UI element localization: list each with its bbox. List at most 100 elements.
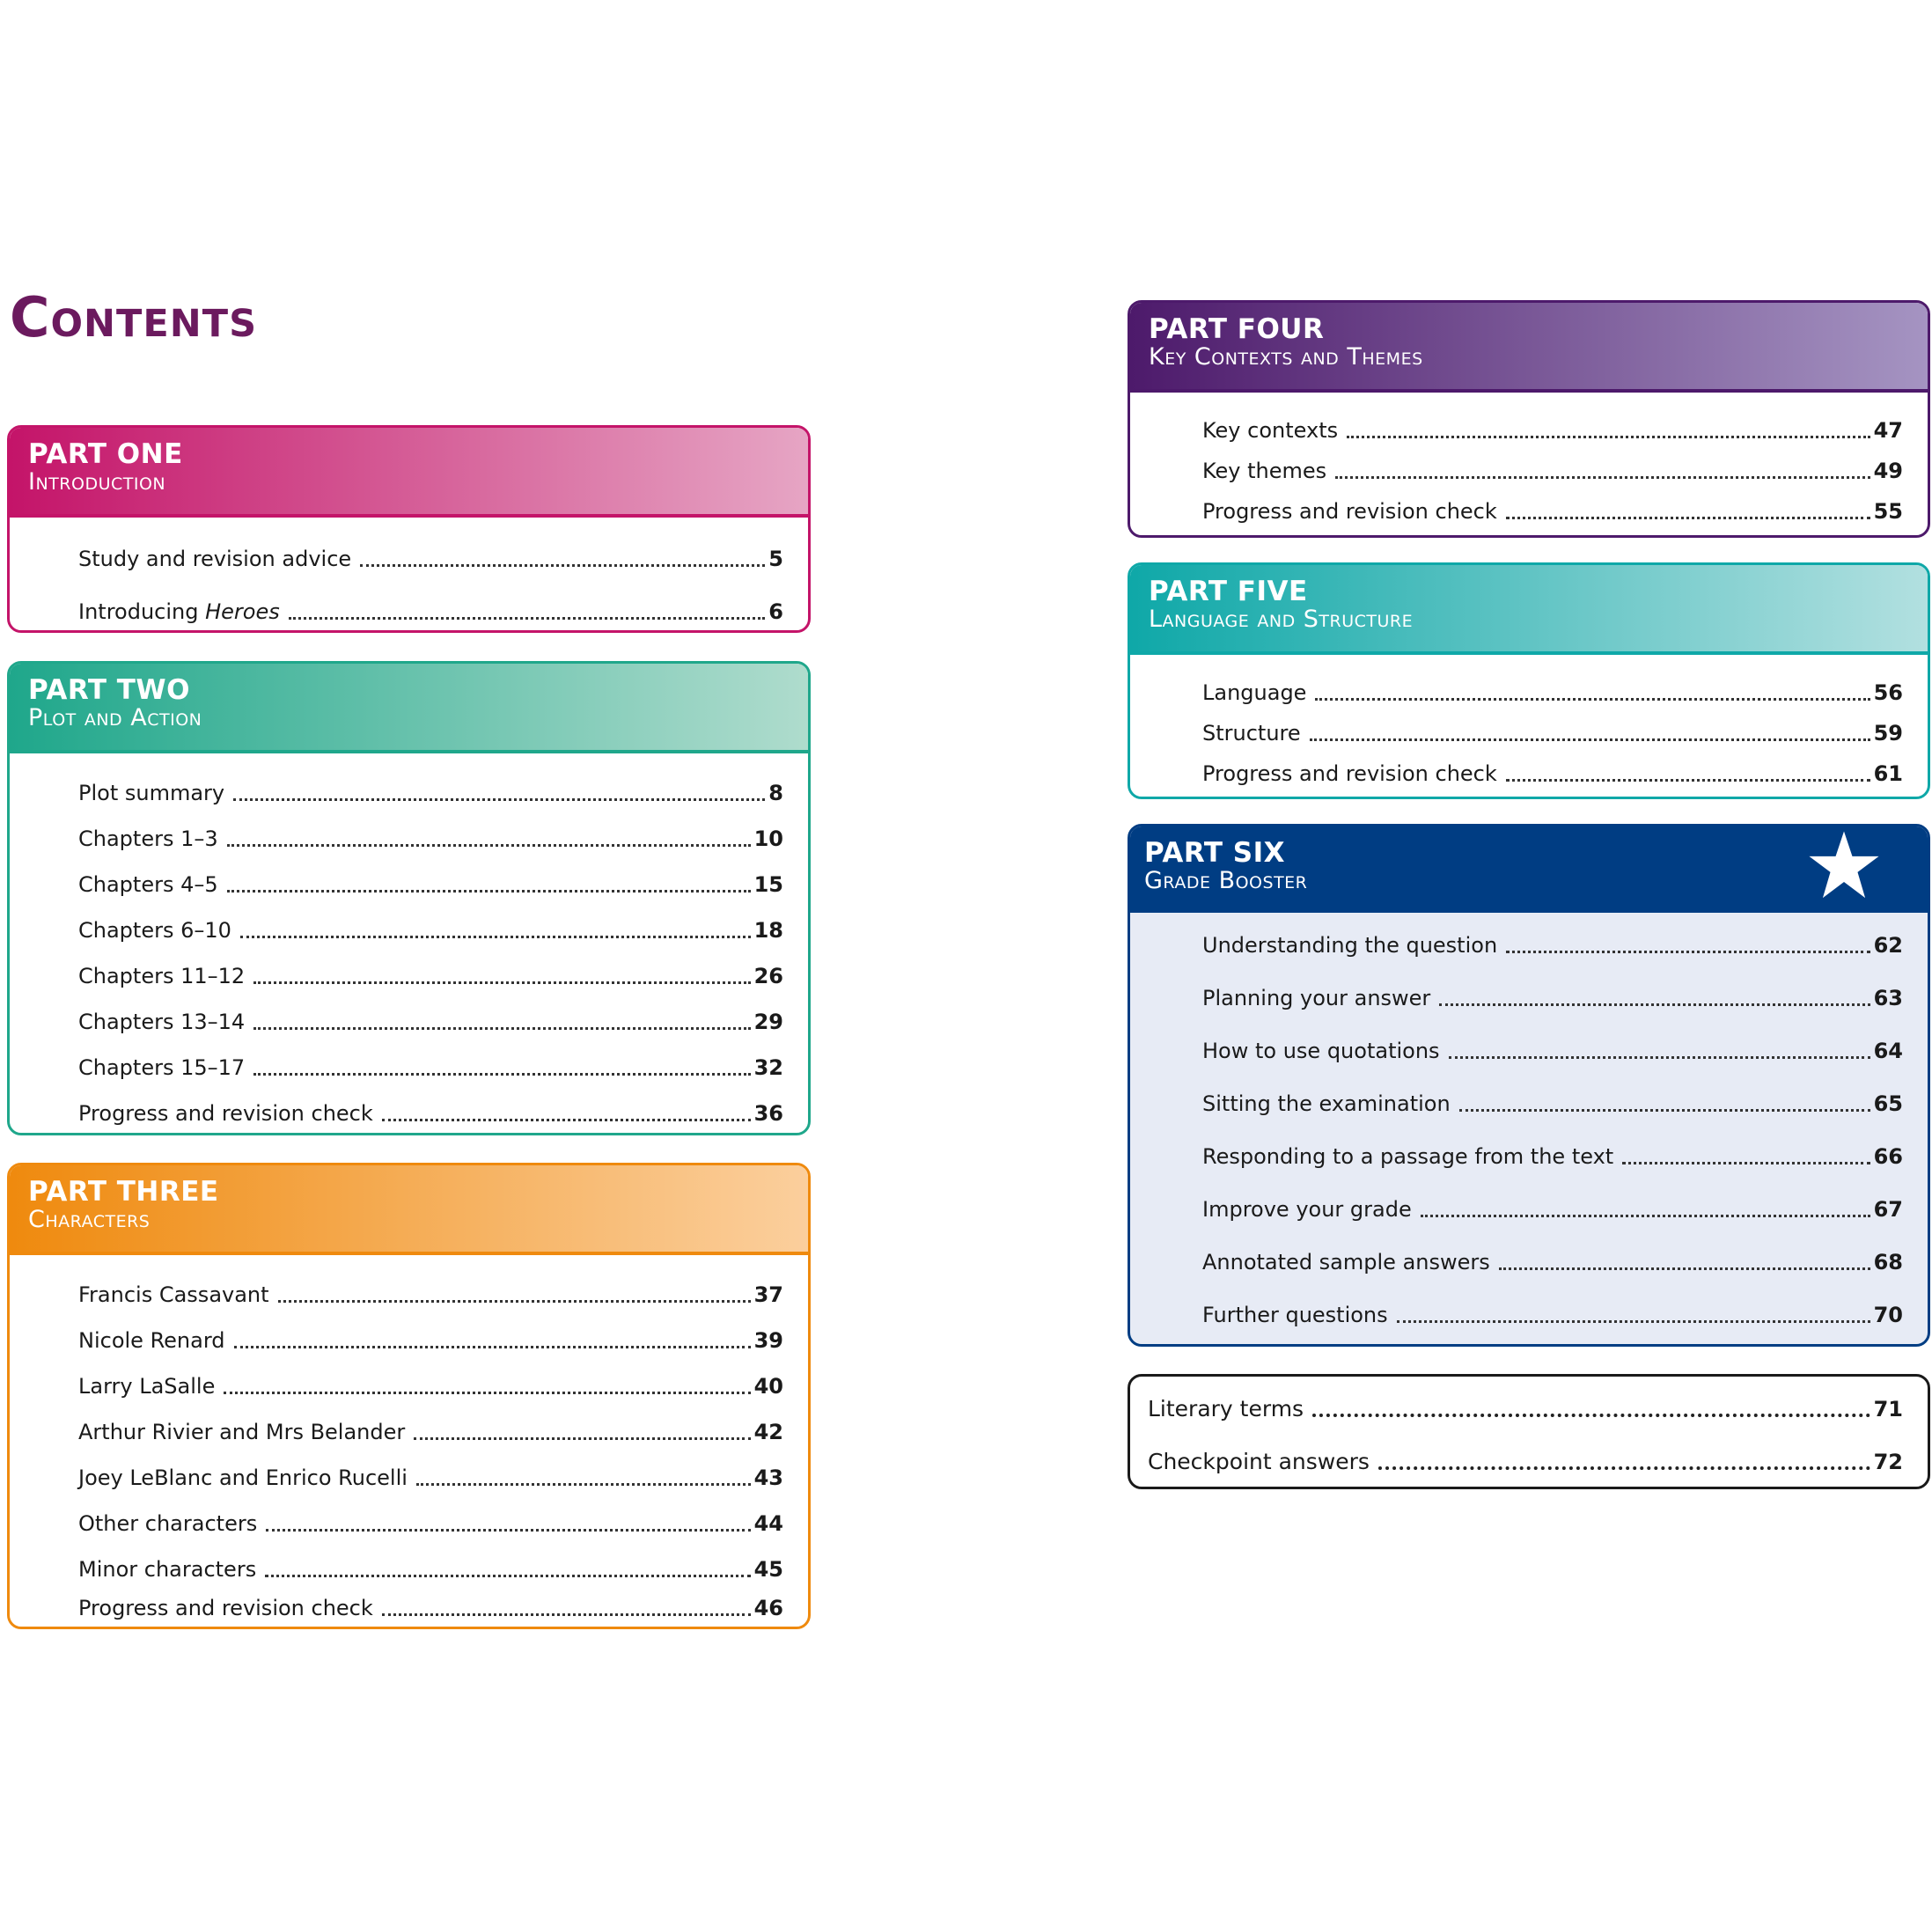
toc-entry-label: Chapters 11–12 — [78, 964, 246, 989]
toc-entry[interactable]: Study and revision advice 5 — [78, 537, 783, 572]
toc-entry-page: 72 — [1873, 1450, 1903, 1475]
dot-leader — [226, 890, 751, 893]
dot-leader — [1439, 1003, 1870, 1006]
toc-entry-page: 55 — [1873, 499, 1903, 525]
part-four-section: PART FOUR Key Contexts and Themes Key co… — [1128, 300, 1930, 538]
toc-entry[interactable]: Chapters 4–5 15 — [78, 863, 783, 898]
toc-entry-label: Sitting the examination — [1202, 1091, 1451, 1117]
part-five-subtitle: Language and Structure — [1149, 605, 1414, 633]
part-two-subtitle: Plot and Action — [28, 703, 202, 731]
dot-leader — [226, 844, 751, 847]
toc-entry-label: Responding to a passage from the text — [1202, 1144, 1614, 1170]
toc-entry[interactable]: Annotated sample answers 68 — [1202, 1240, 1903, 1275]
toc-entry[interactable]: Chapters 1–3 10 — [78, 817, 783, 852]
toc-entry[interactable]: Sitting the examination 65 — [1202, 1082, 1903, 1117]
toc-entry[interactable]: Minor characters 45 — [78, 1547, 783, 1583]
toc-entry-label: Introducing Heroes — [78, 599, 280, 625]
toc-entry-label: Chapters 1–3 — [78, 826, 218, 852]
toc-entry-label: Plot summary — [78, 781, 225, 806]
toc-entry-label: Structure — [1202, 721, 1301, 746]
dot-leader — [1377, 1466, 1870, 1470]
toc-entry[interactable]: Responding to a passage from the text 66 — [1202, 1135, 1903, 1170]
toc-entry-label: Study and revision advice — [78, 547, 352, 572]
toc-entry-label: Planning your answer — [1202, 986, 1431, 1011]
toc-entry[interactable]: Other characters 44 — [78, 1502, 783, 1537]
toc-entry-page: 36 — [753, 1101, 783, 1127]
toc-entry[interactable]: Chapters 13–14 29 — [78, 1000, 783, 1035]
toc-entry-label: Chapters 13–14 — [78, 1010, 246, 1035]
toc-entry[interactable]: Planning your answer 63 — [1202, 976, 1903, 1011]
toc-entry-label: Joey LeBlanc and Enrico Rucelli — [78, 1466, 408, 1491]
toc-entry-page: 15 — [753, 872, 783, 898]
dot-leader — [1498, 1267, 1870, 1270]
toc-entry[interactable]: Understanding the question 62 — [1202, 923, 1903, 959]
toc-entry-page: 29 — [753, 1010, 783, 1035]
toc-entry[interactable]: Chapters 6–10 18 — [78, 908, 783, 944]
toc-entry[interactable]: Nicole Renard 39 — [78, 1319, 783, 1354]
toc-entry[interactable]: Plot summary 8 — [78, 771, 783, 806]
toc-entry[interactable]: Language 56 — [1202, 671, 1903, 706]
toc-entry-page: 26 — [753, 964, 783, 989]
toc-entry[interactable]: Improve your grade 67 — [1202, 1187, 1903, 1223]
toc-entry-label: Arthur Rivier and Mrs Belander — [78, 1420, 406, 1445]
toc-entry[interactable]: Progress and revision check 36 — [78, 1091, 783, 1127]
toc-entry-page: 8 — [768, 781, 783, 806]
toc-entry-page: 49 — [1873, 459, 1903, 484]
toc-entry-label: Nicole Renard — [78, 1328, 225, 1354]
toc-entry[interactable]: Progress and revision check 61 — [1202, 752, 1903, 787]
part-two-section: PART TWO Plot and Action Plot summary 8 C… — [7, 661, 811, 1135]
part-four-header: PART FOUR Key Contexts and Themes — [1130, 303, 1928, 393]
toc-entry[interactable]: Joey LeBlanc and Enrico Rucelli 43 — [78, 1456, 783, 1491]
part-two-header: PART TWO Plot and Action — [10, 664, 808, 753]
dot-leader — [233, 798, 766, 801]
toc-entry-label: Chapters 6–10 — [78, 918, 231, 944]
toc-entry-page: 67 — [1873, 1197, 1903, 1223]
toc-entry[interactable]: Arthur Rivier and Mrs Belander 42 — [78, 1410, 783, 1445]
toc-entry[interactable]: Chapters 11–12 26 — [78, 954, 783, 989]
dot-leader — [266, 1529, 751, 1532]
dot-leader — [224, 1392, 751, 1394]
toc-entry-label: Progress and revision check — [78, 1101, 373, 1127]
toc-entry-label-text: Introducing — [78, 599, 206, 625]
toc-entry[interactable]: Checkpoint answers 72 — [1148, 1440, 1903, 1475]
toc-entry[interactable]: Chapters 15–17 32 — [78, 1046, 783, 1081]
toc-entry[interactable]: Francis Cassavant 37 — [78, 1273, 783, 1308]
toc-entry[interactable]: Larry LaSalle 40 — [78, 1364, 783, 1399]
toc-entry[interactable]: Key themes 49 — [1202, 449, 1903, 484]
toc-entry-page: 10 — [753, 826, 783, 852]
toc-entry-page: 68 — [1873, 1250, 1903, 1275]
part-one-section: PART ONE Introduction Study and revision… — [7, 425, 811, 633]
dot-leader — [253, 1073, 751, 1076]
dot-leader — [265, 1575, 751, 1577]
dot-leader — [277, 1300, 751, 1303]
toc-entry-page: 59 — [1873, 721, 1903, 746]
extras-section: Literary terms 71 Checkpoint answers 72 — [1128, 1374, 1930, 1489]
toc-entry[interactable]: How to use quotations 64 — [1202, 1029, 1903, 1064]
toc-entry-page: 39 — [753, 1328, 783, 1354]
part-five-header: PART FIVE Language and Structure — [1130, 565, 1928, 655]
toc-entry-page: 32 — [753, 1055, 783, 1081]
toc-entry-label: How to use quotations — [1202, 1039, 1440, 1064]
dot-leader — [381, 1613, 751, 1616]
toc-entry-page: 56 — [1873, 680, 1903, 706]
dot-leader — [1312, 1414, 1870, 1417]
toc-entry-page: 37 — [753, 1282, 783, 1308]
toc-entry[interactable]: Structure 59 — [1202, 711, 1903, 746]
part-four-title: PART FOUR — [1149, 313, 1325, 345]
star-icon — [1809, 831, 1879, 899]
toc-entry[interactable]: Progress and revision check 46 — [78, 1586, 783, 1621]
toc-entry[interactable]: Further questions 70 — [1202, 1293, 1903, 1328]
toc-entry[interactable]: Progress and revision check 55 — [1202, 489, 1903, 525]
toc-entry[interactable]: Literary terms 71 — [1148, 1387, 1903, 1422]
dot-leader — [1315, 698, 1870, 701]
toc-entry-label: Literary terms — [1148, 1396, 1304, 1421]
toc-entry-page: 64 — [1873, 1039, 1903, 1064]
part-one-header: PART ONE Introduction — [10, 428, 808, 518]
dot-leader — [1420, 1215, 1870, 1217]
toc-entry[interactable]: Introducing Heroes 6 — [78, 590, 783, 625]
toc-entry-label: Progress and revision check — [78, 1596, 373, 1621]
dot-leader — [1448, 1056, 1870, 1059]
part-three-title: PART THREE — [28, 1176, 219, 1208]
toc-entry-page: 42 — [753, 1420, 783, 1445]
toc-entry[interactable]: Key contexts 47 — [1202, 408, 1903, 444]
